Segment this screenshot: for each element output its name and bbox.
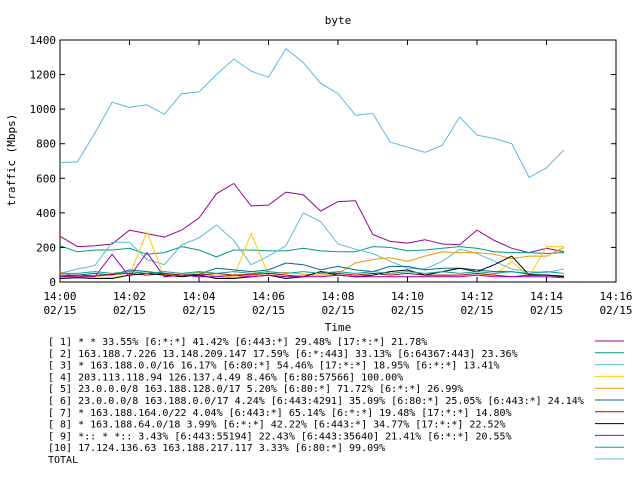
legend-label: [ 4] 203.113.118.94 126.137.4.49 8.46% [… — [48, 372, 403, 383]
x-tick-time: 14:08 — [321, 290, 354, 303]
series-line-3 — [59, 212, 564, 274]
axis-layer: 020040060080010001200140014:0002/1514:02… — [30, 34, 633, 317]
y-tick-label: 800 — [36, 138, 56, 151]
x-tick-time: 14:04 — [182, 290, 215, 303]
plot-area — [59, 39, 617, 283]
x-tick-date: 02/15 — [391, 304, 424, 317]
legend-label: [ 5] 23.0.0.0/8 163.188.128.0/17 5.20% [… — [48, 384, 463, 395]
legend-label: [ 7] * 163.188.164.0/22 4.04% [6:443:*] … — [48, 408, 512, 419]
x-tick-date: 02/15 — [252, 304, 285, 317]
x-tick-date: 02/15 — [43, 304, 76, 317]
series-layer — [59, 47, 565, 280]
x-tick-date: 02/15 — [113, 304, 146, 317]
legend-label: TOTAL — [48, 455, 78, 466]
x-tick-time: 14:14 — [530, 290, 563, 303]
series-line-2 — [59, 245, 564, 258]
legend-label: [ 9] *:: * *:: 3.43% [6:443:55194] 22.43… — [48, 431, 512, 442]
chart-title: byte — [325, 14, 352, 27]
y-axis-label: traffic (Mbps) — [5, 114, 18, 207]
x-tick-time: 14:00 — [43, 290, 76, 303]
y-tick-label: 1000 — [30, 103, 57, 116]
series-line-10 — [60, 271, 564, 274]
legend-label: [ 2] 163.188.7.226 13.148.209.147 17.59%… — [48, 349, 518, 360]
x-tick-date: 02/15 — [321, 304, 354, 317]
y-tick-label: 1200 — [30, 69, 57, 82]
y-tick-label: 1400 — [30, 34, 57, 47]
x-tick-time: 14:02 — [113, 290, 146, 303]
x-tick-time: 14:12 — [460, 290, 493, 303]
series-line-8 — [59, 255, 564, 280]
y-tick-label: 0 — [49, 276, 56, 289]
x-tick-time: 14:10 — [391, 290, 424, 303]
series-line-9 — [60, 251, 564, 279]
legend-label: [ 6] 23.0.0.0/8 163.188.0.0/17 4.24% [6:… — [48, 396, 584, 407]
legend: [ 1] * * 33.55% [6:*:*] 41.42% [6:443:*]… — [48, 337, 624, 466]
x-tick-date: 02/15 — [599, 304, 632, 317]
x-axis-label: Time — [325, 321, 352, 334]
y-tick-label: 200 — [36, 241, 56, 254]
legend-label: [ 8] * 163.188.64.0/18 3.99% [6:*:*] 42.… — [48, 420, 506, 431]
x-tick-date: 02/15 — [460, 304, 493, 317]
series-line-11 — [59, 47, 565, 179]
legend-label: [ 1] * * 33.55% [6:*:*] 41.42% [6:443:*]… — [48, 337, 427, 348]
legend-label: [ 3] * 163.188.0.0/16 16.17% [6:80:*] 54… — [48, 361, 500, 372]
y-tick-label: 400 — [36, 207, 56, 220]
x-tick-date: 02/15 — [182, 304, 215, 317]
x-tick-time: 14:06 — [252, 290, 285, 303]
series-line-1 — [59, 182, 564, 254]
y-tick-label: 600 — [36, 172, 56, 185]
x-tick-time: 14:16 — [599, 290, 632, 303]
legend-label: [10] 17.124.136.63 163.188.217.117 3.33%… — [48, 443, 385, 454]
x-tick-date: 02/15 — [530, 304, 563, 317]
